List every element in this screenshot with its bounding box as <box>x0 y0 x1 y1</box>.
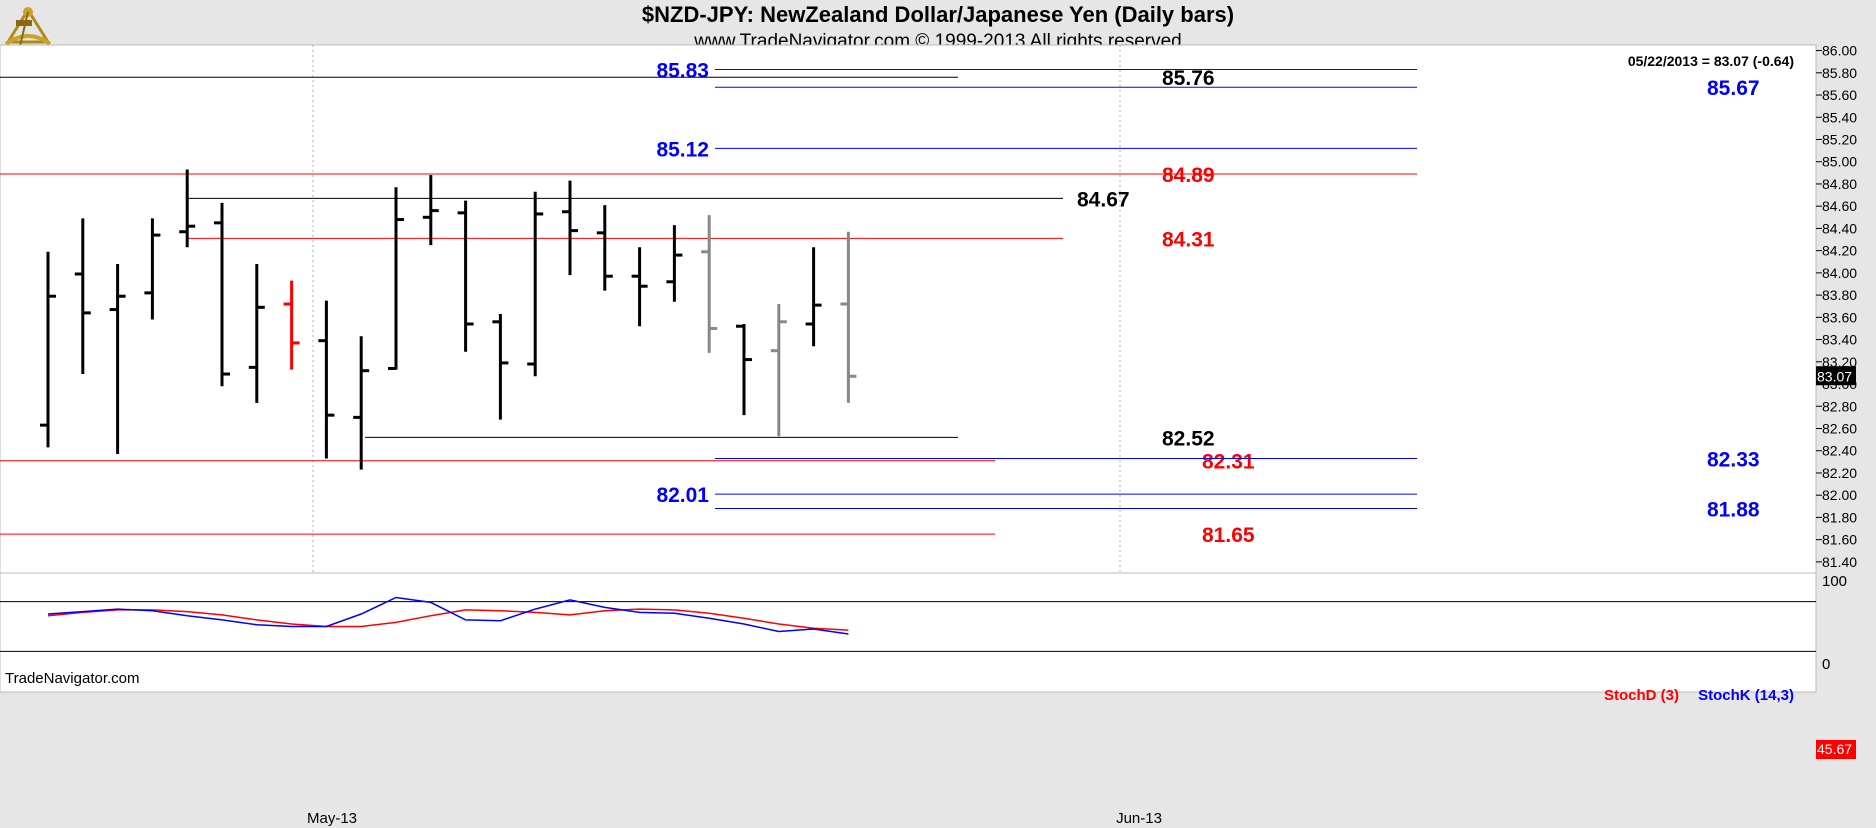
stoch-y-tick-label: 0 <box>1822 656 1830 673</box>
quote-readout: 05/22/2013 = 83.07 (-0.64) <box>1628 53 1794 69</box>
last-price-flag <box>1816 366 1856 386</box>
ohlc-bar <box>283 280 300 370</box>
watermark-text: TradeNavigator.com <box>5 670 140 687</box>
ohlc-bar <box>109 263 126 455</box>
y-tick-label: 82.80 <box>1822 398 1857 414</box>
ohlc-bar <box>666 225 683 302</box>
y-tick-label: 82.00 <box>1822 487 1857 503</box>
y-tick-label: 84.60 <box>1822 198 1857 214</box>
legend-stochk: StochK (14,3) <box>1698 687 1794 704</box>
y-tick-label: 81.60 <box>1822 532 1857 548</box>
ohlc-bar <box>214 202 230 387</box>
ohlc-bar <box>596 205 613 291</box>
ohlc-bar <box>422 175 439 246</box>
ohlc-bar <box>457 200 474 352</box>
y-tick-label: 84.20 <box>1822 243 1857 259</box>
ohlc-bar <box>353 336 370 470</box>
ohlc-bar <box>805 247 822 347</box>
level-label: 81.88 <box>1707 499 1760 522</box>
ohlc-bar <box>631 247 648 327</box>
y-tick-label: 82.40 <box>1822 443 1857 459</box>
level-label: 82.31 <box>1202 451 1255 474</box>
level-label: 82.33 <box>1707 449 1760 472</box>
y-tick-label: 83.40 <box>1822 332 1857 348</box>
stochastic-panel: 100 0 StochD (3) StochK (14,3) 45.67 <box>0 572 1856 759</box>
y-tick-label: 84.80 <box>1822 176 1857 192</box>
ohlc-bar <box>40 251 56 448</box>
y-tick-label: 82.60 <box>1822 420 1857 436</box>
level-label: 82.01 <box>656 484 709 507</box>
y-tick-label: 81.40 <box>1822 554 1857 570</box>
ohlc-bar <box>179 169 196 248</box>
ohlc-bar <box>770 303 787 437</box>
x-tick-label: Jun-13 <box>1116 810 1162 827</box>
stoch-y-tick-label: 100 <box>1822 573 1847 590</box>
stoch-series-line <box>47 608 849 631</box>
level-label: 85.12 <box>656 138 709 161</box>
level-label: 84.31 <box>1162 228 1215 251</box>
level-label: 82.52 <box>1162 427 1215 450</box>
x-tick-label: May-13 <box>307 810 357 827</box>
ohlc-bar <box>840 231 857 403</box>
y-tick-label: 82.20 <box>1822 465 1857 481</box>
y-tick-label: 85.40 <box>1822 109 1857 125</box>
ohlc-bar <box>248 263 265 403</box>
stoch-last-flag <box>1816 740 1856 759</box>
level-label: 85.67 <box>1707 77 1760 100</box>
y-tick-label: 81.80 <box>1822 509 1857 525</box>
y-tick-label: 84.40 <box>1822 220 1857 236</box>
y-tick-label: 83.80 <box>1822 287 1857 303</box>
ohlc-bar <box>527 191 544 377</box>
y-tick-label: 85.60 <box>1822 87 1857 103</box>
stoch-last-label: 45.67 <box>1817 741 1852 757</box>
level-label: 81.65 <box>1202 524 1255 547</box>
ohlc-bar <box>318 300 335 459</box>
level-label: 85.76 <box>1162 67 1215 90</box>
stoch-series-line <box>47 596 849 635</box>
ohlc-bar <box>388 187 404 370</box>
y-tick-label: 85.80 <box>1822 65 1857 81</box>
ohlc-bar <box>492 314 509 420</box>
price-plot-area <box>0 44 1817 574</box>
y-tick-label: 83.20 <box>1822 354 1857 370</box>
ohlc-bar <box>736 324 752 416</box>
chart-title: $NZD-JPY: NewZealand Dollar/Japanese Yen… <box>641 2 1235 27</box>
y-tick-label: 85.00 <box>1822 154 1857 170</box>
stoch-plot-area <box>0 572 1817 693</box>
last-price-label: 83.07 <box>1817 368 1852 384</box>
legend-stochd: StochD (3) <box>1604 687 1679 704</box>
y-tick-label: 86.00 <box>1822 43 1857 59</box>
level-label: 84.67 <box>1077 188 1130 211</box>
y-tick-label: 83.60 <box>1822 309 1857 325</box>
y-tick-label: 84.00 <box>1822 265 1857 281</box>
price-panel: May-13 Jun-13 86.00 85.80 85.60 85.40 85.20 85.… <box>0 43 1857 827</box>
ohlc-bar <box>701 215 718 353</box>
ohlc-bar <box>144 218 161 320</box>
ohlc-bar <box>562 180 578 276</box>
level-label: 85.83 <box>656 59 709 82</box>
level-label: 84.89 <box>1162 164 1215 187</box>
y-tick-label: 85.20 <box>1822 131 1857 147</box>
sextant-icon <box>4 7 52 47</box>
ohlc-bar <box>74 218 91 375</box>
